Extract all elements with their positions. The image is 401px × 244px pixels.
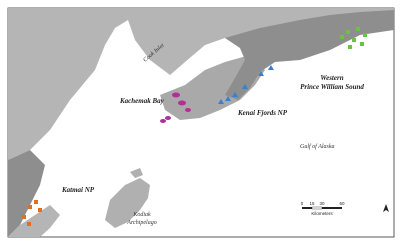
- pws-region: [225, 10, 394, 100]
- scale-bar: 0 15 30 60 Kilometers: [301, 201, 345, 216]
- place-label: Prince William Sound: [300, 83, 364, 91]
- place-label: Gulf of Alaska: [300, 143, 335, 150]
- north-arrow: [383, 204, 389, 212]
- place-label: Archipelago: [126, 220, 156, 226]
- place-label: Kachemak Bay: [119, 97, 165, 105]
- scale-tick: 0: [301, 201, 304, 206]
- scale-tick: 60: [339, 201, 345, 206]
- peninsula: [8, 205, 60, 237]
- place-label: Western: [320, 74, 343, 82]
- kachemak-markers: [160, 92, 191, 123]
- katmai-markers: [22, 200, 42, 226]
- pws-markers: [340, 27, 367, 49]
- scale-tick: 15: [309, 201, 315, 206]
- scale-title: Kilometers: [311, 211, 333, 216]
- scale-tick: 30: [319, 201, 325, 206]
- islet: [130, 168, 143, 178]
- katmai-region: [8, 150, 45, 237]
- kodiak-island: [105, 178, 150, 228]
- place-label: Kodiak: [132, 212, 151, 218]
- place-label: Katmai NP: [61, 186, 95, 194]
- place-label: Kenai Fjords NP: [237, 109, 288, 117]
- kenai-markers: [218, 65, 274, 104]
